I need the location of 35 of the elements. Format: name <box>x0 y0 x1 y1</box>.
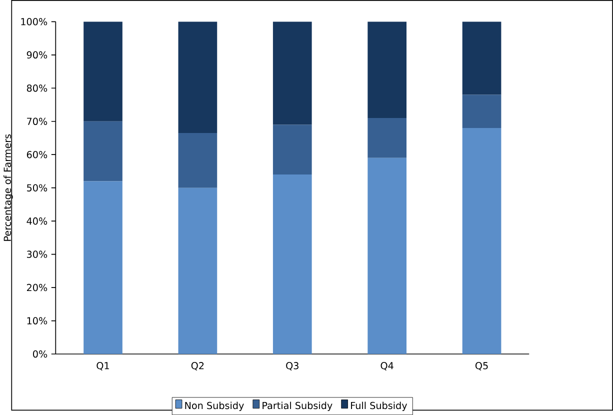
bar <box>462 22 502 95</box>
y-axis-title: Percentage of Farmers <box>4 134 13 241</box>
bar <box>368 22 406 118</box>
bar <box>462 94 502 128</box>
y-tick-label: 20% <box>26 284 48 292</box>
y-tick-label: 70% <box>27 118 48 125</box>
y-tick-label: 10% <box>27 317 48 324</box>
bar <box>84 121 122 182</box>
x-tick-label: Q3 <box>286 362 298 370</box>
y-tick-label: 90% <box>26 51 48 58</box>
bar <box>368 158 406 354</box>
bar <box>178 132 218 188</box>
bar <box>272 174 312 354</box>
x-tick-label: Q4 <box>380 362 394 370</box>
y-tick-label: 0% <box>33 350 48 358</box>
bar <box>368 118 406 158</box>
y-tick-label: 100% <box>21 18 48 26</box>
x-tick-label: Q2 <box>191 362 204 370</box>
y-tick-label: 80% <box>26 84 48 92</box>
bar <box>178 22 218 133</box>
bar <box>84 181 122 354</box>
y-tick-label: 40% <box>26 217 48 225</box>
legend-label: Non Subsidy <box>185 402 244 411</box>
y-tick-label: 50% <box>27 184 48 192</box>
legend-label: Partial Subsidy <box>262 402 332 411</box>
bar <box>462 128 502 354</box>
bar <box>84 22 122 122</box>
x-tick-label: Q5 <box>475 362 488 370</box>
bar <box>178 188 218 354</box>
x-tick-label: Q1 <box>96 362 109 370</box>
bar <box>272 124 312 174</box>
y-tick-label: 60% <box>26 150 48 158</box>
legend-label: Full Subsidy <box>351 402 408 411</box>
y-tick-label: 30% <box>27 250 48 258</box>
bar <box>272 22 312 125</box>
